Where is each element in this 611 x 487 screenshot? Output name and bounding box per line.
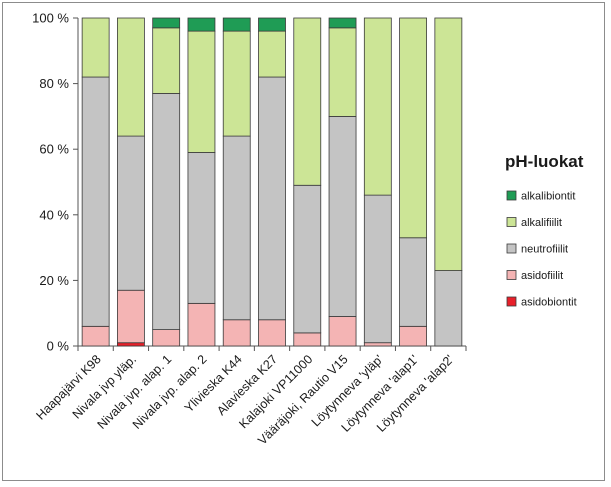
bar-segment-alkalifiilit — [258, 30, 286, 78]
bar-segment-asidobiontit — [117, 342, 145, 347]
bar-segment-neutrofiilit — [293, 184, 322, 334]
bar-segment-alkalibiontit — [152, 17, 181, 29]
bar-segment-asidofiilit — [258, 319, 286, 347]
bar-segment-neutrofiilit — [434, 270, 463, 347]
bar-segment-alkalibiontit — [328, 17, 357, 29]
bar-segment-neutrofiilit — [152, 93, 181, 331]
bar-segment-neutrofiilit — [187, 152, 216, 304]
bar-segment-asidofiilit — [363, 342, 392, 347]
bars-layer — [81, 17, 463, 347]
legend-label: asidobiontit — [521, 297, 577, 309]
legend-swatch — [506, 270, 517, 280]
bar-segment-asidofiilit — [399, 325, 427, 347]
legend-label: neutrofiilit — [521, 244, 568, 256]
bar-stack — [81, 17, 110, 347]
bar-segment-neutrofiilit — [81, 76, 110, 327]
bar-stack — [152, 17, 181, 347]
y-tick-label: 40 % — [39, 207, 69, 222]
legend-label: asidofiilit — [521, 270, 563, 282]
bar-segment-alkalibiontit — [187, 17, 216, 32]
bar-segment-asidofiilit — [81, 325, 110, 347]
bar-segment-alkalifiilit — [434, 17, 463, 271]
y-tick-label: 0 % — [47, 339, 70, 354]
bar-stack — [222, 17, 251, 347]
bar-segment-neutrofiilit — [328, 116, 357, 317]
bar-stack — [328, 17, 357, 347]
y-tick-label: 80 % — [39, 76, 69, 91]
bar-segment-neutrofiilit — [258, 76, 286, 321]
bar-segment-alkalifiilit — [81, 17, 110, 78]
bar-segment-asidofiilit — [187, 302, 216, 347]
bar-segment-neutrofiilit — [117, 135, 145, 291]
legend-swatch — [506, 296, 517, 307]
bar-stack — [117, 17, 145, 347]
bar-segment-asidofiilit — [222, 319, 251, 347]
bar-segment-alkalifiilit — [117, 17, 145, 137]
bar-stack — [187, 17, 216, 347]
bar-segment-neutrofiilit — [363, 194, 392, 344]
bar-segment-alkalibiontit — [258, 17, 286, 32]
legend-title: pH-luokat — [505, 152, 584, 171]
y-tick-label: 20 % — [39, 273, 69, 288]
legend-swatch — [506, 190, 517, 201]
bar-stack — [434, 17, 463, 347]
bar-stack — [399, 17, 427, 347]
bar-segment-asidofiilit — [293, 332, 322, 347]
y-tick-label: 60 % — [39, 142, 69, 157]
legend-swatch — [506, 243, 517, 254]
bar-segment-alkalifiilit — [328, 27, 357, 117]
bar-segment-alkalifiilit — [187, 30, 216, 153]
bar-segment-alkalibiontit — [222, 17, 251, 32]
bar-segment-alkalifiilit — [399, 17, 427, 239]
legend-label: alkalibiontit — [521, 191, 575, 203]
bar-segment-neutrofiilit — [222, 135, 251, 321]
bar-segment-alkalifiilit — [222, 30, 251, 137]
bar-segment-alkalifiilit — [152, 27, 181, 94]
bar-segment-alkalifiilit — [363, 17, 392, 196]
bar-stack — [363, 17, 392, 347]
bar-segment-asidofiilit — [328, 316, 357, 347]
legend-label: alkalifiilit — [521, 217, 562, 229]
y-tick-label: 100 % — [32, 11, 69, 26]
bar-segment-alkalifiilit — [293, 17, 322, 186]
bar-stack — [293, 17, 322, 347]
bar-stack — [258, 17, 286, 347]
bar-segment-asidofiilit — [152, 329, 181, 347]
bar-segment-asidofiilit — [117, 289, 145, 344]
legend: pH-luokat alkalibiontit alkalifiilit neutr… — [505, 152, 584, 309]
bar-segment-neutrofiilit — [399, 237, 427, 327]
legend-swatch — [506, 217, 517, 227]
